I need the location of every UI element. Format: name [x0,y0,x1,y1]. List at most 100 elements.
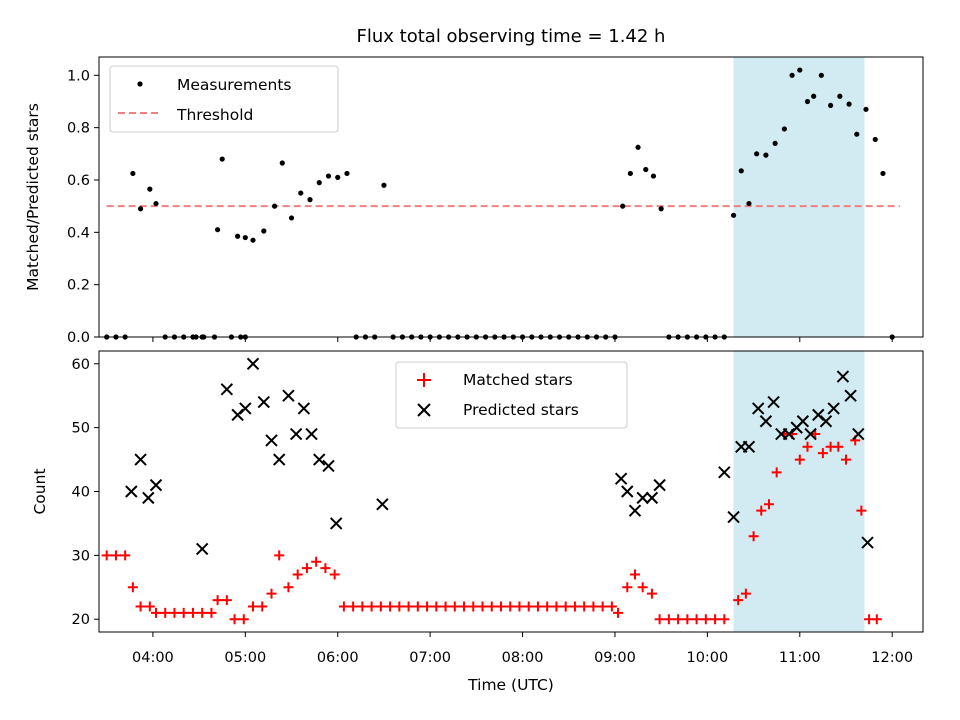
predicted-star-point [142,491,155,505]
matched-star-point [229,614,240,625]
matched-star-point [505,601,516,612]
matched-star-point [514,601,525,612]
predicted-star-point [751,402,765,415]
matched-star-point [440,601,451,612]
predicted-star-point [297,402,311,415]
measurement-point [153,200,159,207]
matched-star-point [412,601,423,612]
predicted-star-point [742,440,756,454]
y-axis-ticks-bottom: 20 30 40 50 60 [72,357,99,628]
measurement-point [818,72,824,78]
x-tick-label: 12:00 [871,650,913,666]
matched-star-point [646,588,657,599]
measurement-point [335,174,341,180]
measurement-point [635,144,641,150]
x-tick-label: 07:00 [409,650,451,666]
y-tick-label: 20 [72,612,90,628]
matched-star-point [477,601,488,612]
matched-star-point [622,582,633,593]
y-axis-ticks-top: 0.0 0.2 0.4 0.6 0.8 1.0 [67,68,99,346]
measurement-point [307,197,313,203]
x-axis-ticks-bottom: 04:00 05:00 06:00 07:00 08:00 09:00 10:00 11:00… [132,632,913,666]
matched-star-point [197,607,208,618]
x-tick-label: 11:00 [779,650,821,666]
measurement-point [658,206,664,212]
predicted-star-point [653,478,666,492]
matched-star-point [320,563,331,574]
matched-star-point [431,601,442,612]
matched-star-point [187,607,198,618]
x-tick-label: 04:00 [132,650,174,666]
matched-star-point [274,550,285,561]
matched-star-point [871,614,882,625]
legend-label-predicted: Predicted stars [463,401,579,419]
matched-star-point [856,505,867,516]
measurement-point [325,173,332,179]
predicted-star-point [621,485,634,498]
matched-star-point [110,550,121,561]
predicted-star-point [844,389,857,402]
predicted-star-point [852,427,865,441]
measurement-point [738,168,744,174]
matched-star-point [748,531,759,542]
matched-star-point [292,569,303,580]
y-tick-label: 0.8 [67,121,90,137]
predicted-star-point [836,370,850,383]
predicted-star-point [305,427,318,441]
predicted-star-point [827,402,840,415]
predicted-star-point [246,357,260,370]
matched-star-point [740,588,751,599]
matched-star-point [495,601,506,612]
predicted-star-point [289,427,303,441]
measurement-point [219,156,225,162]
x-tick-label: 06:00 [317,650,359,666]
predicted-star-point [149,478,163,492]
measurement-point [863,106,869,112]
y-tick-label: 30 [72,548,90,564]
matched-star-point [311,556,322,567]
y-axis-label-bottom: Count [31,468,49,514]
matched-star-point [248,601,259,612]
matched-star-point [802,441,813,452]
matched-star-point [840,454,851,465]
matched-star-point [266,588,277,599]
matched-star-point [579,601,590,612]
measurement-point [261,228,267,234]
matched-star-point [794,454,805,465]
measurement-point [880,170,886,177]
matched-star-point [212,595,223,606]
measurement-point [279,160,285,166]
measurement-point [650,173,657,179]
matched-star-point [654,614,665,625]
matched-star-point [144,601,155,612]
matched-star-point [763,499,774,510]
y-tick-label: 40 [72,485,90,501]
measurement-point [627,170,633,177]
matched-star-point [691,614,702,625]
measurement-point [754,151,760,157]
matched-star-point [817,448,828,459]
measurement-point [147,186,153,192]
y-tick-label: 0.4 [67,225,90,241]
x-tick-label: 09:00 [594,650,636,666]
matched-star-point [569,601,580,612]
matched-star-point [394,601,405,612]
matched-star-point [560,601,571,612]
matched-star-point [366,601,377,612]
x-tick-label: 10:00 [686,650,728,666]
matched-star-point [449,601,460,612]
predicted-star-point [195,542,209,556]
predicted-star-point [645,491,659,505]
matched-star-point [127,582,138,593]
predicted-star-point [636,491,649,505]
matched-star-point [329,569,340,580]
matched-star-point [150,607,161,618]
predicted-star-point [759,415,773,428]
matched-star-point [613,607,624,618]
measurement-point [789,72,795,78]
predicted-star-point [376,498,389,511]
measurement-point [242,234,248,241]
measurement-point [772,140,778,146]
panel-counts: 20 30 40 50 60 04:00 05:00 06:00 07:00 08:00 09:0… [31,350,924,694]
predicted-star-point [125,485,138,498]
